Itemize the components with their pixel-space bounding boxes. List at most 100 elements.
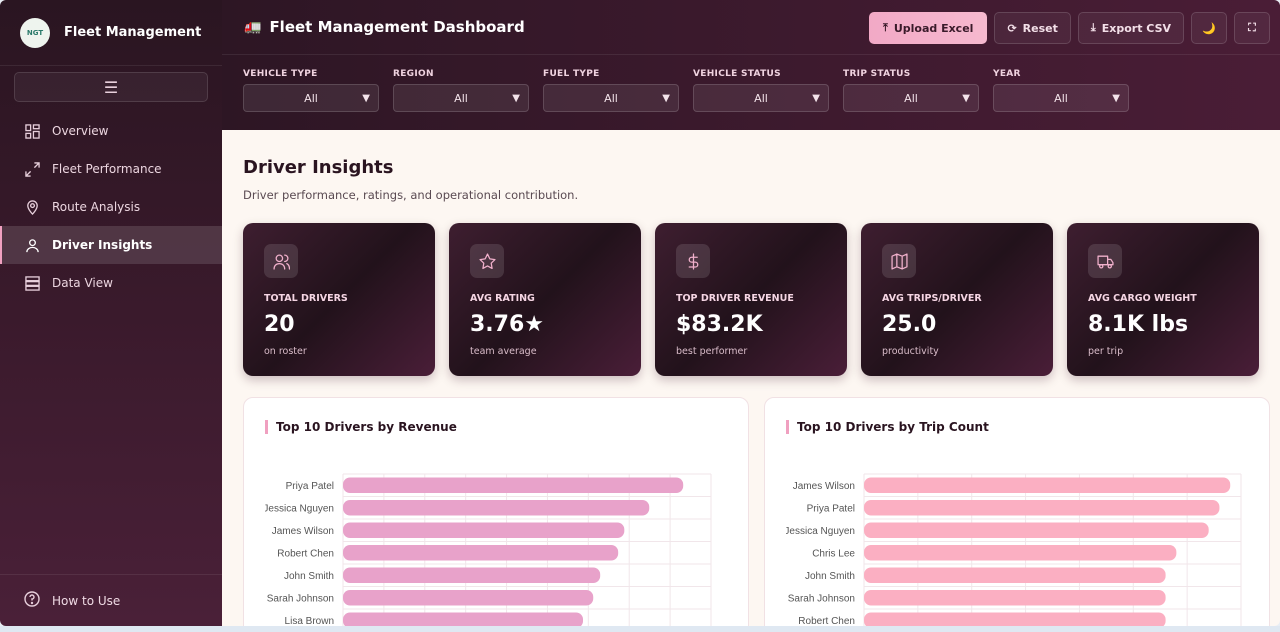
main-content: Driver Insights Driver performance, rati…: [222, 130, 1280, 626]
filter-select[interactable]: All ▼: [843, 84, 979, 112]
sidebar-item-fleet-performance[interactable]: Fleet Performance: [0, 150, 222, 188]
filter-select[interactable]: All ▼: [993, 84, 1129, 112]
sidebar-item-route-analysis[interactable]: Route Analysis: [0, 188, 222, 226]
filter-select[interactable]: All ▼: [243, 84, 379, 112]
upload-label: Upload Excel: [893, 21, 974, 35]
theme-toggle-button[interactable]: 🌙: [1191, 12, 1227, 44]
category-label: Lisa Brown: [285, 616, 334, 626]
help-circle-icon: [24, 591, 40, 610]
user-icon: [24, 237, 40, 253]
filter-select[interactable]: All ▼: [693, 84, 829, 112]
sidebar-item-overview[interactable]: Overview: [0, 112, 222, 150]
truck-icon: [1088, 244, 1122, 278]
bar[interactable]: [864, 567, 1166, 584]
filter-value: All: [1054, 91, 1068, 105]
map-pin-icon: [24, 199, 40, 215]
bar[interactable]: [343, 590, 594, 606]
kpi-card: TOTAL DRIVERS 20 on roster: [243, 223, 435, 376]
sidebar-item-driver-insights[interactable]: Driver Insights: [0, 226, 222, 264]
bar[interactable]: [864, 522, 1209, 539]
sidebar: NGT Fleet Management ☰ Overview Fleet Pe…: [0, 0, 222, 626]
grid-icon: [24, 123, 40, 139]
kpi-value: 8.1K lbs: [1088, 312, 1189, 337]
bar[interactable]: [343, 500, 650, 516]
charts-row: Top 10 Drivers by Revenue Priya Patel Jes…: [243, 397, 1270, 627]
caret-down-icon: ▼: [962, 92, 970, 104]
users-icon: [264, 244, 298, 278]
filter-label: VEHICLE STATUS: [693, 69, 781, 79]
kpi-label: AVG RATING: [470, 293, 535, 304]
filter-select[interactable]: All ▼: [393, 84, 529, 112]
bar[interactable]: [864, 590, 1166, 606]
sidebar-item-label: Route Analysis: [52, 200, 141, 214]
sidebar-item-label: Data View: [52, 276, 113, 290]
kpi-card: AVG TRIPS/DRIVER 25.0 productivity: [861, 223, 1053, 376]
bar[interactable]: [864, 500, 1220, 516]
upload-excel-button[interactable]: ⤒ Upload Excel: [868, 12, 988, 44]
category-label: James Wilson: [272, 526, 334, 537]
fullscreen-button[interactable]: ⛶: [1234, 12, 1270, 44]
chart-title: Top 10 Drivers by Trip Count: [786, 420, 1269, 434]
bar[interactable]: [343, 567, 601, 584]
how-to-use-link[interactable]: How to Use: [0, 574, 222, 626]
bar[interactable]: [864, 477, 1231, 494]
bar[interactable]: [864, 612, 1166, 627]
chart-title: Top 10 Drivers by Revenue: [265, 420, 748, 434]
bar[interactable]: [343, 522, 625, 539]
sidebar-item-data-view[interactable]: Data View: [0, 264, 222, 302]
category-label: John Smith: [284, 571, 334, 582]
filter-year: YEAR All ▼: [993, 69, 1129, 112]
kpi-card: TOP DRIVER REVENUE $83.2K best performer: [655, 223, 847, 376]
kpi-label: TOP DRIVER REVENUE: [676, 293, 794, 304]
category-label: Priya Patel: [807, 504, 855, 515]
filter-select[interactable]: All ▼: [543, 84, 679, 112]
fullscreen-icon: ⛶: [1248, 21, 1256, 34]
caret-down-icon: ▼: [512, 92, 520, 104]
page-title: Driver Insights: [243, 157, 394, 178]
revenue-bar-chart: Priya Patel Jessica Nguyen James Wilson Rob…: [263, 473, 712, 627]
bar[interactable]: [343, 545, 619, 561]
kpi-label: TOTAL DRIVERS: [264, 293, 348, 304]
download-icon: ⤓: [1090, 21, 1096, 34]
category-label: Chris Lee: [812, 549, 855, 560]
kpi-value: 25.0: [882, 312, 937, 337]
reset-label: Reset: [1022, 21, 1058, 35]
filter-vehicle-status: VEHICLE STATUS All ▼: [693, 69, 829, 112]
filter-label: TRIP STATUS: [843, 69, 911, 79]
kpi-card: AVG RATING 3.76★ team average: [449, 223, 641, 376]
kpi-value: 20: [264, 312, 295, 337]
filter-value: All: [604, 91, 618, 105]
category-label: Robert Chen: [277, 549, 334, 560]
export-label: Export CSV: [1101, 21, 1171, 35]
sidebar-toggle-button[interactable]: ☰: [14, 72, 208, 102]
caret-down-icon: ▼: [1112, 92, 1120, 104]
truck-emoji-icon: 🚛: [244, 19, 262, 35]
bar[interactable]: [343, 612, 584, 627]
sidebar-item-label: Driver Insights: [52, 238, 153, 252]
category-label: Robert Chen: [798, 616, 855, 626]
page-header-title: Fleet Management Dashboard: [269, 18, 525, 36]
top-bar: 🚛 Fleet Management Dashboard ⤒ Upload Exc…: [222, 0, 1280, 130]
export-csv-button[interactable]: ⤓ Export CSV: [1077, 12, 1184, 44]
filter-value: All: [454, 91, 468, 105]
filter-label: YEAR: [993, 69, 1021, 79]
sidebar-nav: Overview Fleet Performance Route Analysi…: [0, 112, 222, 302]
kpi-label: AVG TRIPS/DRIVER: [882, 293, 982, 304]
bar[interactable]: [343, 477, 684, 494]
caret-down-icon: ▼: [812, 92, 820, 104]
sidebar-item-label: Fleet Performance: [52, 162, 162, 176]
kpi-note: best performer: [676, 346, 748, 357]
brand-name: Fleet Management: [64, 25, 202, 40]
caret-down-icon: ▼: [662, 92, 670, 104]
brand: NGT Fleet Management: [0, 0, 222, 66]
filter-label: VEHICLE TYPE: [243, 69, 318, 79]
sidebar-item-label: Overview: [52, 124, 109, 138]
reset-button[interactable]: ⟳ Reset: [994, 12, 1071, 44]
kpi-note: team average: [470, 346, 537, 357]
moon-icon: 🌙: [1202, 21, 1216, 35]
category-label: Jessica Nguyen: [786, 526, 855, 537]
kpi-note: productivity: [882, 346, 939, 357]
bar[interactable]: [864, 545, 1177, 561]
expand-arrows-icon: [24, 161, 40, 177]
